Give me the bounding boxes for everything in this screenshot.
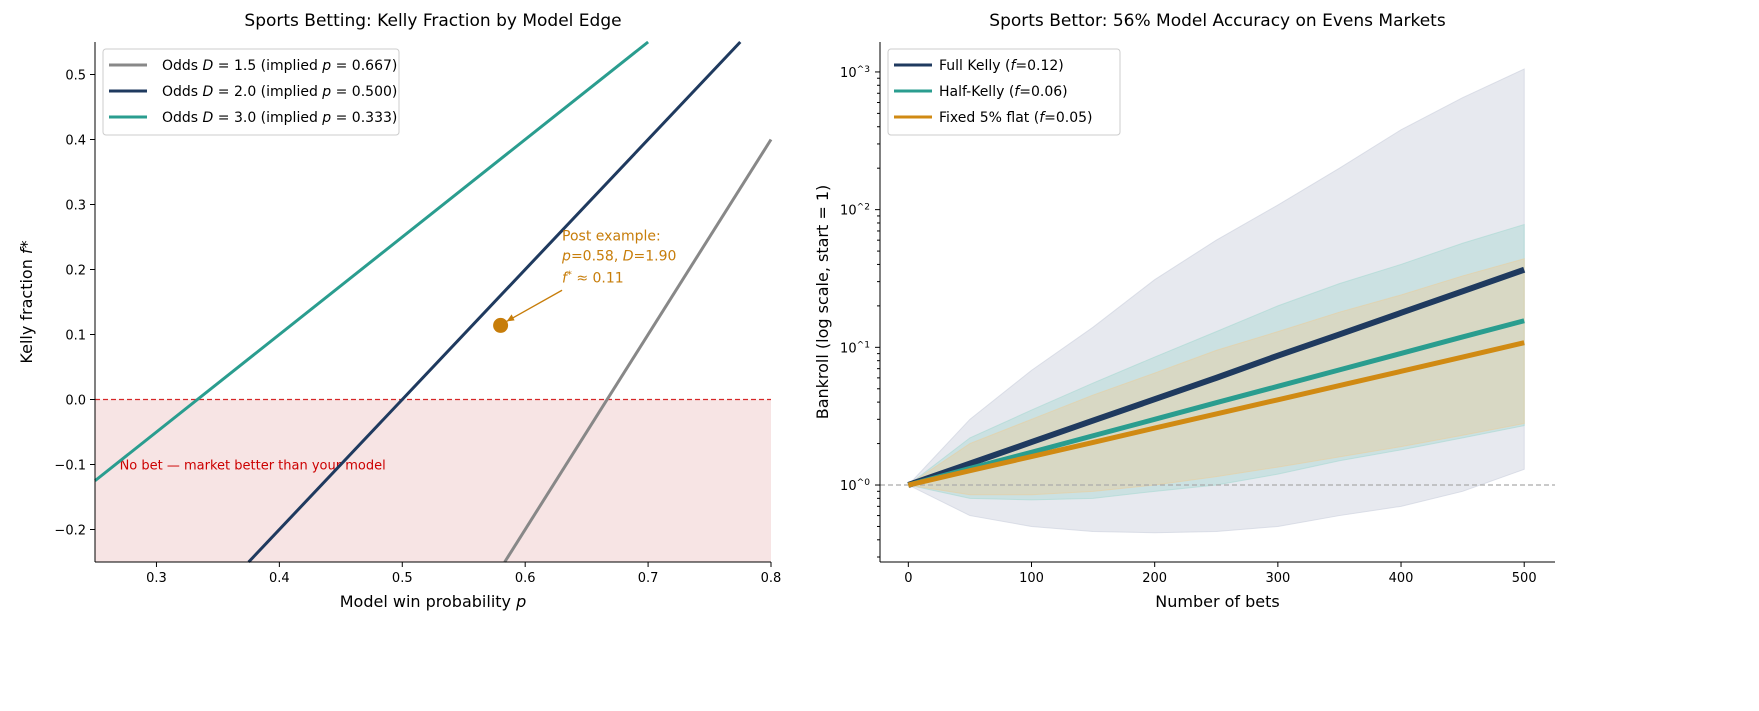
y-tick-label: 10^1	[840, 340, 870, 356]
x-tick-label: 200	[1142, 571, 1167, 586]
y-axis-label: Bankroll (log scale, start = 1)	[813, 185, 832, 420]
bankroll-simulation-chart: Sports Bettor: 56% Model Accuracy on Eve…	[813, 11, 1555, 611]
legend-entry: Full Kelly (f=0.12)	[939, 58, 1064, 74]
chart-title: Sports Bettor: 56% Model Accuracy on Eve…	[989, 11, 1446, 31]
legend-entry: Fixed 5% flat (f=0.05)	[939, 110, 1093, 126]
legend: Full Kelly (f=0.12) Half-Kelly (f=0.06) Fi…	[887, 48, 1121, 136]
arrow-head-icon	[506, 314, 515, 322]
annotation-arrow	[506, 289, 563, 322]
kelly-fraction-chart: Sports Betting: Kelly Fraction by Model …	[17, 11, 781, 611]
legend-entry: Half-Kelly (f=0.06)	[939, 84, 1068, 100]
x-axis-label: Number of bets	[1155, 592, 1279, 611]
y-tick-label: 0.3	[65, 199, 86, 214]
series-line-odds-3	[94, 40, 650, 482]
y-tick-label: 0.4	[65, 134, 86, 149]
y-tick-label: 10^0	[840, 478, 870, 494]
median-line	[907, 318, 1525, 488]
y-tick-label: 0.2	[65, 264, 86, 279]
annotation-line-3: f* ≈ 0.11	[562, 269, 624, 287]
x-tick-label: 400	[1389, 571, 1414, 586]
legend-entry: Odds D = 2.0 (implied p = 0.500)	[162, 84, 397, 100]
x-tick-label: 0.5	[392, 571, 413, 586]
x-tick-label: 0.8	[761, 571, 782, 586]
y-tick-label: 0.5	[65, 69, 86, 84]
x-tick-label: 0.4	[269, 571, 290, 586]
annotation-line-2: p=0.58, D=1.90	[561, 248, 676, 264]
x-tick-label: 0.7	[638, 571, 659, 586]
x-tick-label: 0	[904, 571, 912, 586]
x-tick-label: 300	[1265, 571, 1290, 586]
post-example-point	[493, 317, 509, 333]
series-line-odds-2	[247, 40, 742, 564]
x-tick-label: 0.3	[146, 571, 167, 586]
y-tick-label: 10^3	[840, 65, 870, 81]
y-tick-label: 10^2	[840, 203, 870, 219]
x-tick-label: 500	[1512, 571, 1537, 586]
x-tick-label: 0.6	[515, 571, 536, 586]
legend-entry: Odds D = 1.5 (implied p = 0.667)	[162, 58, 397, 74]
legend-entry: Odds D = 3.0 (implied p = 0.333)	[162, 110, 397, 126]
annotation-line-1: Post example:	[562, 228, 661, 244]
no-bet-region	[95, 399, 771, 562]
y-tick-label: 0.0	[65, 394, 86, 409]
no-bet-label: No bet — market better than your model	[120, 459, 386, 474]
x-axis-label: Model win probability p	[340, 592, 527, 611]
median-line	[907, 266, 1526, 488]
legend: Odds D = 1.5 (implied p = 0.667) Odds D =…	[102, 48, 400, 136]
y-tick-label: 0.1	[65, 329, 86, 344]
y-tick-label: −0.1	[54, 459, 86, 474]
y-tick-label: −0.2	[54, 524, 86, 539]
y-axis-label: Kelly fraction f*	[17, 240, 36, 363]
series-line-odds-1.5	[503, 138, 773, 563]
median-line	[907, 340, 1525, 488]
x-tick-label: 100	[1019, 571, 1044, 586]
chart-title: Sports Betting: Kelly Fraction by Model …	[244, 11, 621, 31]
